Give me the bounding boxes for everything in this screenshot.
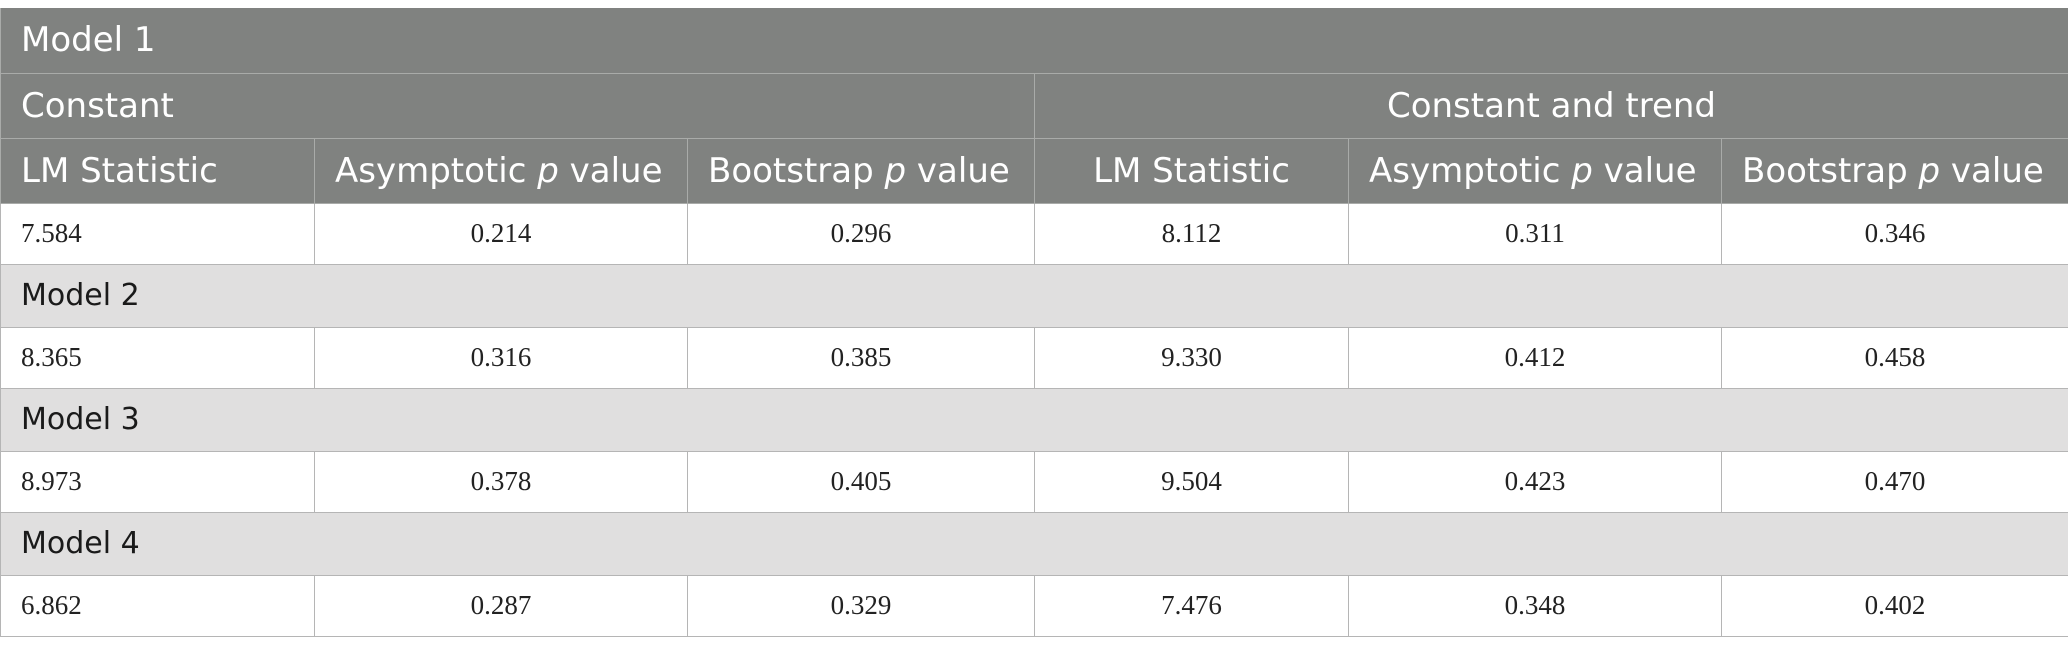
cell-asymptotic-p-trend: 0.311 bbox=[1348, 202, 1722, 265]
model-4-label: Model 4 bbox=[0, 511, 2068, 576]
section-row: Model 4 bbox=[0, 511, 2068, 576]
group-constant-trend-header: Constant and trend bbox=[1034, 72, 2068, 139]
cell-bootstrap-p-trend: 0.470 bbox=[1721, 450, 2068, 513]
table-row: 8.365 0.316 0.385 9.330 0.412 0.458 bbox=[0, 326, 2068, 389]
lm-test-results-table: Model 1 Constant Constant and trend LM S… bbox=[0, 8, 2068, 637]
cell-asymptotic-p: 0.287 bbox=[314, 574, 688, 637]
cell-asymptotic-p: 0.316 bbox=[314, 326, 688, 389]
cell-bootstrap-p: 0.329 bbox=[687, 574, 1035, 637]
cell-bootstrap-p: 0.296 bbox=[687, 202, 1035, 265]
cell-bootstrap-p-trend: 0.402 bbox=[1721, 574, 2068, 637]
cell-asymptotic-p-trend: 0.423 bbox=[1348, 450, 1722, 513]
results-table-container: Model 1 Constant Constant and trend LM S… bbox=[0, 8, 2068, 637]
column-header-row: LM Statistic Asymptotic p value Bootstra… bbox=[0, 137, 2068, 204]
column-header-bootstrap-p: Bootstrap p value bbox=[687, 137, 1035, 204]
column-header-lm-statistic: LM Statistic bbox=[0, 137, 315, 204]
cell-asymptotic-p: 0.214 bbox=[314, 202, 688, 265]
section-row: Model 2 bbox=[0, 263, 2068, 328]
cell-bootstrap-p: 0.385 bbox=[687, 326, 1035, 389]
cell-bootstrap-p-trend: 0.458 bbox=[1721, 326, 2068, 389]
table-row: 6.862 0.287 0.329 7.476 0.348 0.402 bbox=[0, 574, 2068, 637]
cell-lm-statistic: 6.862 bbox=[0, 574, 315, 637]
cell-lm-statistic-trend: 9.504 bbox=[1034, 450, 1349, 513]
group-constant-header: Constant bbox=[0, 72, 1035, 139]
model-1-header-row: Model 1 bbox=[0, 8, 2068, 74]
table-row: 7.584 0.214 0.296 8.112 0.311 0.346 bbox=[0, 202, 2068, 265]
column-header-asymptotic-p-trend: Asymptotic p value bbox=[1348, 137, 1722, 204]
model-3-label: Model 3 bbox=[0, 387, 2068, 452]
group-header-row: Constant Constant and trend bbox=[0, 72, 2068, 139]
cell-lm-statistic-trend: 8.112 bbox=[1034, 202, 1349, 265]
cell-lm-statistic: 8.973 bbox=[0, 450, 315, 513]
model-1-title: Model 1 bbox=[0, 8, 2068, 74]
cell-asymptotic-p: 0.378 bbox=[314, 450, 688, 513]
cell-bootstrap-p-trend: 0.346 bbox=[1721, 202, 2068, 265]
column-header-asymptotic-p: Asymptotic p value bbox=[314, 137, 688, 204]
table-row: 8.973 0.378 0.405 9.504 0.423 0.470 bbox=[0, 450, 2068, 513]
cell-asymptotic-p-trend: 0.412 bbox=[1348, 326, 1722, 389]
column-header-bootstrap-p-trend: Bootstrap p value bbox=[1721, 137, 2068, 204]
cell-lm-statistic: 8.365 bbox=[0, 326, 315, 389]
cell-lm-statistic: 7.584 bbox=[0, 202, 315, 265]
cell-lm-statistic-trend: 7.476 bbox=[1034, 574, 1349, 637]
section-row: Model 3 bbox=[0, 387, 2068, 452]
column-header-lm-statistic-trend: LM Statistic bbox=[1034, 137, 1349, 204]
cell-bootstrap-p: 0.405 bbox=[687, 450, 1035, 513]
model-2-label: Model 2 bbox=[0, 263, 2068, 328]
cell-asymptotic-p-trend: 0.348 bbox=[1348, 574, 1722, 637]
cell-lm-statistic-trend: 9.330 bbox=[1034, 326, 1349, 389]
